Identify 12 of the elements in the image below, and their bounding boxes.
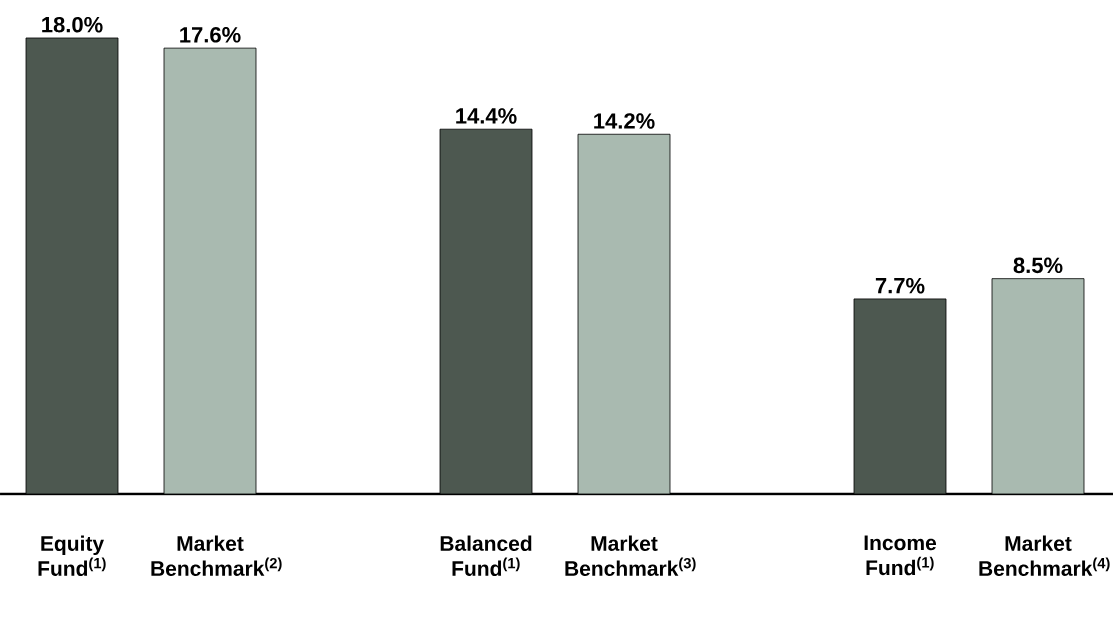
data-label: 8.5%	[1013, 257, 1063, 274]
x-tick-label: Income Fund$^{(1)}$	[864, 535, 937, 576]
data-label: 14.2%	[594, 113, 655, 129]
x-tick-label: Market Benchmark$^{(2)}$	[151, 535, 282, 576]
x-tick-label: Market Benchmark$^{(4)}$	[979, 535, 1110, 576]
x-tick-label: Market Benchmark$^{(3)}$	[565, 535, 696, 576]
data-label: 17.6%	[180, 27, 241, 43]
data-label: 7.7%	[875, 277, 925, 294]
data-label: 18.0%	[42, 16, 103, 33]
x-tick-label: Equity Fund$^{(1)}$	[38, 535, 106, 576]
data-label: 14.4%	[456, 108, 517, 124]
x-tick-label: Balanced Fund$^{(1)}$	[440, 535, 532, 576]
